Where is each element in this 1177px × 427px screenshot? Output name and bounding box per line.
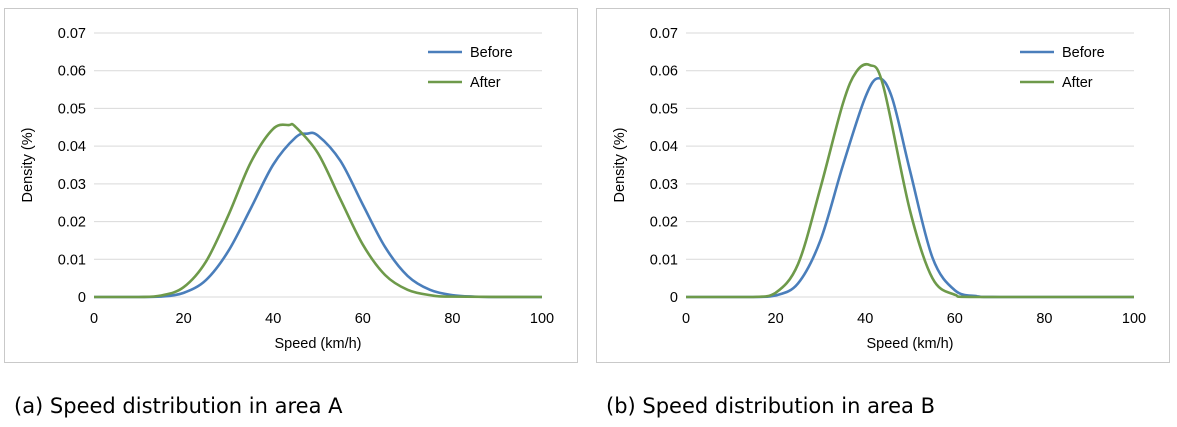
y-tick-label: 0.02 <box>650 215 678 231</box>
y-axis-title: Density (%) <box>20 128 36 203</box>
y-axis-title: Density (%) <box>612 128 628 203</box>
y-tick-label: 0.07 <box>58 26 86 42</box>
legend-label-after: After <box>1062 75 1093 91</box>
x-tick-label: 20 <box>176 311 192 327</box>
chart-frame-a: 0 0.01 0.02 0.03 0.04 0.05 0.06 0.07 0 20 40 60 80 10… <box>4 8 578 363</box>
legend-label-after: After <box>470 75 501 91</box>
y-tick-label: 0.02 <box>58 215 86 231</box>
series-line-after <box>686 62 1134 299</box>
y-tick-label: 0.06 <box>58 64 86 80</box>
series-line-before <box>94 131 542 299</box>
x-tick-label: 60 <box>947 311 963 327</box>
chart-a-svg: 0 0.01 0.02 0.03 0.04 0.05 0.06 0.07 0 20 40 60 80 10… <box>20 26 554 352</box>
series-line-before <box>686 76 1134 299</box>
x-tick-label: 40 <box>857 311 873 327</box>
series-line-after <box>94 122 543 299</box>
x-tick-label: 100 <box>1122 311 1146 327</box>
y-tick-label: 0.05 <box>58 101 86 117</box>
x-tick-label: 0 <box>90 311 98 327</box>
y-tick-label: 0 <box>670 290 678 306</box>
y-tick-label: 0.04 <box>650 139 678 155</box>
x-tick-label: 80 <box>1036 311 1052 327</box>
y-tick-label: 0.03 <box>58 177 86 193</box>
x-tick-label: 80 <box>444 311 460 327</box>
x-tick-label: 20 <box>768 311 784 327</box>
y-tick-label: 0.01 <box>58 252 86 268</box>
x-axis-title: Speed (km/h) <box>274 336 361 352</box>
x-tick-label: 60 <box>355 311 371 327</box>
y-tick-label: 0.05 <box>650 101 678 117</box>
x-tick-label: 0 <box>682 311 690 327</box>
y-tick-label: 0.07 <box>650 26 678 42</box>
chart-b-svg: 0 0.01 0.02 0.03 0.04 0.05 0.06 0.07 0 20 40 60 80 10… <box>612 26 1146 352</box>
y-tick-label: 0 <box>78 290 86 306</box>
chart-a-caption: (a) Speed distribution in area A <box>14 394 343 418</box>
y-tick-label: 0.03 <box>650 177 678 193</box>
y-tick-label: 0.01 <box>650 252 678 268</box>
x-tick-label: 40 <box>265 311 281 327</box>
y-tick-label: 0.04 <box>58 139 86 155</box>
chart-b-caption: (b) Speed distribution in area B <box>606 394 935 418</box>
y-tick-label: 0.06 <box>650 64 678 80</box>
legend-label-before: Before <box>1062 45 1105 61</box>
legend-label-before: Before <box>470 45 513 61</box>
x-tick-label: 100 <box>530 311 554 327</box>
chart-frame-b: 0 0.01 0.02 0.03 0.04 0.05 0.06 0.07 0 20 40 60 80 10… <box>596 8 1170 363</box>
x-axis-title: Speed (km/h) <box>866 336 953 352</box>
